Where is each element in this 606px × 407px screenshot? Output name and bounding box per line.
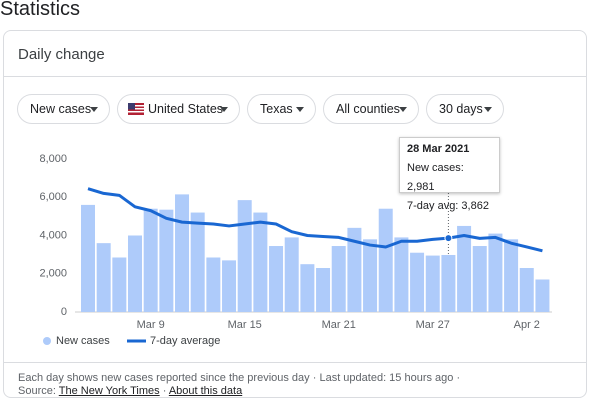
filter-chip[interactable]: New cases (17, 94, 110, 124)
footer-updated: Last updated: 15 hours ago (319, 372, 454, 384)
us-flag (128, 103, 144, 115)
card: Daily change New cases United States Tex… (3, 30, 587, 398)
footer-note: Each day shows new cases reported since … (18, 372, 310, 384)
tooltip: 28 Mar 2021 New cases: 2,981 7-day avg: … (399, 137, 500, 212)
source-label: Source: (18, 385, 56, 397)
about-link[interactable]: About this data (168, 385, 243, 397)
divider (4, 362, 586, 363)
filter-chip[interactable]: 30 days (426, 94, 504, 124)
chip-label: United States (148, 102, 224, 116)
filter-chip[interactable]: United States (117, 94, 240, 124)
tooltip-line: New cases: 2,981 (407, 162, 464, 193)
card-title: Daily change (18, 46, 105, 63)
tooltip-line: 7-day avg: 3,862 (407, 200, 489, 212)
footer: Each day shows new cases reported since … (18, 372, 461, 397)
filter-chip[interactable]: Texas (247, 94, 316, 124)
tooltip-title: 28 Mar 2021 (407, 143, 470, 155)
filter-chip[interactable]: All counties (323, 94, 419, 124)
source-link[interactable]: The New York Times (58, 385, 160, 397)
divider (4, 76, 586, 77)
page-title: Statistics (0, 0, 81, 20)
